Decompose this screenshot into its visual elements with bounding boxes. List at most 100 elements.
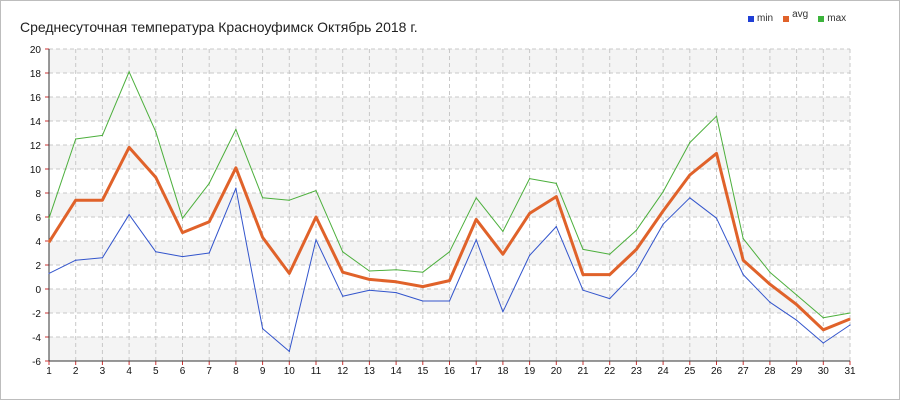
data-point-max — [475, 197, 477, 199]
y-tick-label: 12 — [30, 141, 42, 152]
data-point-max — [849, 312, 851, 314]
x-tick-label: 14 — [391, 366, 403, 377]
data-point-avg — [742, 259, 744, 261]
x-tick-label: 6 — [180, 366, 186, 377]
data-point-max — [128, 71, 130, 73]
legend-swatch-max — [818, 15, 825, 22]
data-point-max — [368, 270, 370, 272]
data-point-max — [609, 253, 611, 255]
data-point-min — [101, 257, 103, 259]
data-point-min — [822, 342, 824, 344]
data-point-avg — [288, 272, 290, 274]
data-point-min — [555, 226, 557, 228]
x-tick-label: 17 — [471, 366, 483, 377]
data-point-avg — [796, 304, 798, 306]
data-point-min — [796, 319, 798, 321]
data-point-avg — [689, 174, 691, 176]
data-point-max — [742, 238, 744, 240]
data-point-max — [422, 271, 424, 273]
data-point-avg — [448, 280, 451, 282]
data-point-max — [555, 182, 557, 184]
data-point-avg — [475, 218, 477, 220]
data-point-avg — [662, 210, 664, 212]
data-point-max — [635, 229, 638, 231]
x-tick-label: 9 — [260, 366, 266, 377]
x-tick-label: 31 — [844, 366, 856, 377]
data-point-min — [689, 197, 691, 199]
data-point-min — [662, 223, 664, 225]
data-point-max — [796, 294, 798, 296]
data-point-min — [288, 350, 290, 352]
data-point-avg — [368, 278, 370, 280]
data-point-max — [582, 248, 584, 250]
data-point-max — [715, 115, 718, 117]
data-point-min — [75, 259, 77, 261]
data-point-min — [395, 292, 397, 294]
data-point-avg — [635, 248, 638, 250]
x-tick-label: 15 — [417, 366, 429, 377]
data-point-avg — [769, 283, 771, 285]
data-point-avg — [502, 253, 504, 255]
data-point-max — [208, 182, 210, 184]
y-tick-label: -2 — [32, 309, 41, 320]
data-point-min — [769, 301, 771, 303]
x-tick-label: 16 — [444, 366, 456, 377]
data-point-avg — [849, 318, 851, 320]
legend-item-avg: avg — [783, 9, 808, 24]
x-tick-label: 11 — [311, 366, 322, 377]
data-point-min — [315, 239, 317, 241]
y-tick-label: 20 — [30, 45, 42, 56]
data-point-max — [529, 178, 531, 180]
data-point-max — [262, 197, 264, 199]
data-point-max — [502, 230, 504, 232]
data-point-avg — [181, 232, 184, 234]
x-tick-label: 5 — [153, 366, 159, 377]
data-point-max — [448, 251, 451, 253]
data-point-max — [101, 134, 103, 136]
x-tick-label: 2 — [73, 366, 79, 377]
data-point-avg — [582, 274, 584, 276]
y-tick-label: 18 — [30, 69, 42, 80]
y-tick-label: 6 — [35, 213, 41, 224]
data-point-avg — [235, 167, 237, 169]
data-point-avg — [555, 196, 557, 198]
x-tick-label: 10 — [284, 366, 296, 377]
x-tick-label: 3 — [100, 366, 106, 377]
x-tick-label: 28 — [764, 366, 776, 377]
x-tick-label: 21 — [577, 366, 589, 377]
x-tick-label: 22 — [604, 366, 616, 377]
x-tick-label: 18 — [497, 366, 509, 377]
data-point-min — [262, 328, 264, 330]
legend: min avg max — [748, 9, 846, 24]
y-tick-label: 0 — [35, 285, 41, 296]
data-point-avg — [822, 329, 824, 331]
y-tick-label: 16 — [30, 93, 42, 104]
data-point-max — [288, 199, 290, 201]
data-point-avg — [75, 199, 77, 201]
y-tick-label: 14 — [30, 117, 42, 128]
data-point-avg — [262, 236, 264, 238]
data-point-max — [689, 142, 691, 144]
data-point-avg — [342, 271, 344, 273]
y-tick-label: 10 — [30, 165, 42, 176]
data-point-avg — [715, 152, 718, 154]
data-point-min — [609, 298, 611, 300]
data-point-min — [422, 300, 424, 302]
data-point-max — [822, 317, 824, 319]
data-point-max — [769, 271, 771, 273]
data-point-avg — [128, 146, 130, 148]
y-tick-label: 8 — [35, 189, 41, 200]
y-tick-label: 2 — [35, 261, 41, 272]
y-tick-label: 4 — [35, 237, 41, 248]
data-point-min — [582, 289, 584, 291]
x-tick-label: 30 — [818, 366, 830, 377]
data-point-max — [235, 128, 237, 130]
x-tick-label: 24 — [658, 366, 670, 377]
data-point-avg — [155, 176, 157, 178]
data-point-min — [208, 252, 210, 254]
legend-swatch-min — [748, 15, 754, 22]
y-tick-label: -6 — [32, 357, 41, 368]
x-tick-label: 26 — [711, 366, 723, 377]
data-point-max — [155, 131, 157, 133]
